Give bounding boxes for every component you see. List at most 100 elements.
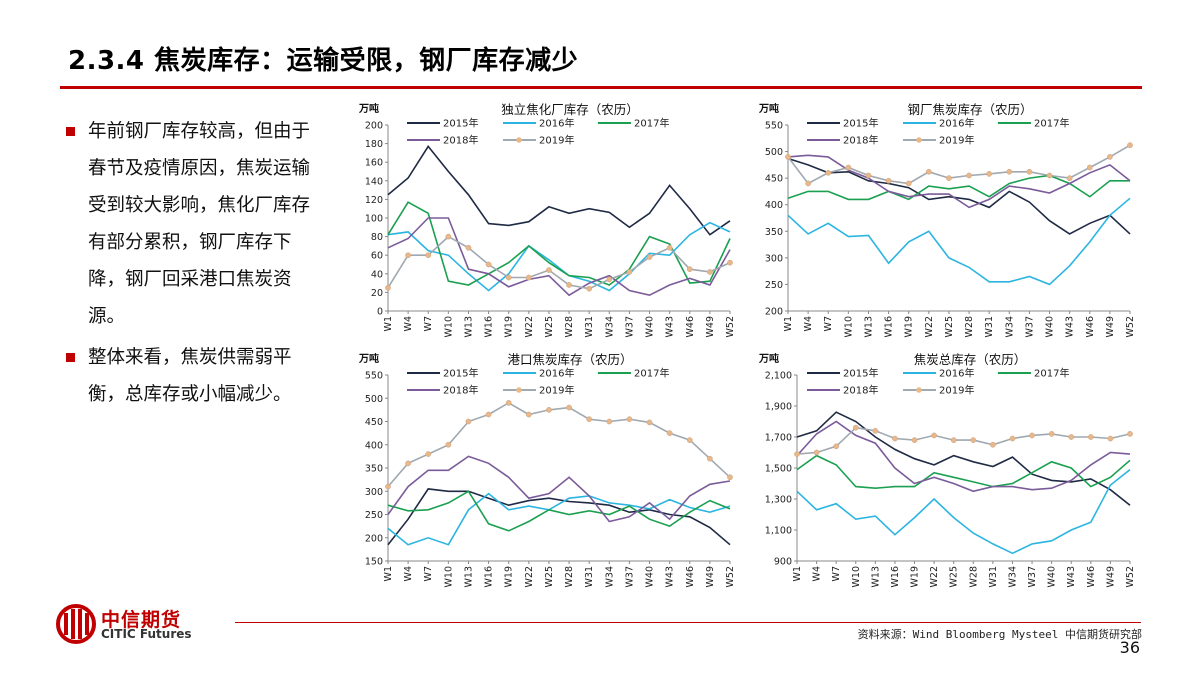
series-line-2015 bbox=[787, 157, 1131, 235]
x-tick-label: W49 bbox=[1105, 316, 1116, 337]
data-point-2019 bbox=[425, 252, 432, 259]
x-tick-label: W28 bbox=[564, 566, 575, 587]
x-tick-label: W22 bbox=[524, 566, 535, 587]
x-tick-label: W52 bbox=[1125, 316, 1136, 337]
y-tick-label: 40 bbox=[371, 269, 383, 280]
series-line-2018 bbox=[796, 420, 1131, 493]
y-tick-label: 120 bbox=[365, 195, 383, 206]
y-tick-label: 200 bbox=[365, 533, 383, 544]
data-point-2019 bbox=[707, 269, 713, 275]
x-tick-label: W16 bbox=[484, 566, 495, 587]
legend-marker bbox=[516, 137, 522, 143]
legend-marker bbox=[916, 387, 922, 393]
y-tick-label: 500 bbox=[765, 147, 783, 158]
chart-title: 独立焦化厂库存（农历） bbox=[501, 102, 639, 117]
data-point-2019 bbox=[586, 285, 593, 292]
chart-svg: 独立焦化厂库存（农历） 万吨 0 20 40 60 80 100 120 140 160 180 200… bbox=[358, 102, 736, 337]
legend-label: 2016年 bbox=[539, 117, 574, 130]
citic-emblem-icon bbox=[56, 604, 96, 644]
x-tick-label: W34 bbox=[604, 316, 615, 337]
chart-coking-plant-inventory: 独立焦化厂库存（农历） 万吨 0 20 40 60 80 100 120 140 160 180 200… bbox=[355, 100, 745, 345]
legend-label: 2015年 bbox=[443, 367, 478, 380]
data-point-2019 bbox=[1009, 435, 1016, 442]
data-point-2019 bbox=[385, 284, 391, 291]
x-tick-label: W40 bbox=[1045, 316, 1056, 337]
data-point-2019 bbox=[485, 411, 492, 418]
data-point-2019 bbox=[1087, 434, 1094, 440]
x-tick-label: W10 bbox=[443, 566, 454, 587]
x-tick-label: W4 bbox=[803, 316, 814, 331]
y-tick-label: 500 bbox=[365, 394, 383, 405]
legend-label: 2019年 bbox=[539, 134, 574, 147]
bullet-item: 年前钢厂库存较高，但由于春节及疫情原因，焦炭运输受到较大影响，焦化厂库存有部分累… bbox=[66, 113, 328, 335]
y-tick-label: 400 bbox=[765, 200, 783, 211]
x-tick-label: W1 bbox=[783, 316, 794, 331]
data-point-2019 bbox=[727, 259, 733, 266]
data-point-2019 bbox=[606, 276, 613, 283]
series-line-2017 bbox=[787, 174, 1130, 201]
x-tick-label: W22 bbox=[524, 316, 535, 337]
data-point-2019 bbox=[946, 175, 952, 181]
data-point-2019 bbox=[825, 169, 832, 176]
y-axis-unit: 万吨 bbox=[358, 102, 379, 115]
series-line-2015 bbox=[387, 145, 731, 236]
legend-label: 2017年 bbox=[1034, 367, 1069, 380]
y-tick-label: 1,700 bbox=[765, 433, 792, 444]
data-point-2019 bbox=[385, 483, 391, 490]
x-tick-label: W16 bbox=[890, 566, 901, 587]
data-point-2019 bbox=[1068, 434, 1075, 440]
x-tick-label: W34 bbox=[1007, 566, 1018, 587]
y-tick-label: 180 bbox=[365, 139, 383, 150]
y-tick-label: 140 bbox=[365, 176, 383, 187]
x-tick-label: W25 bbox=[544, 566, 555, 587]
chart-svg: 焦炭总库存（农历） 万吨 900 1,100 1,300 1,500 1,700 1,900 2… bbox=[758, 352, 1136, 587]
x-tick-label: W31 bbox=[988, 566, 999, 587]
legend-marker bbox=[516, 387, 522, 393]
legend-label: 2018年 bbox=[443, 384, 478, 397]
series-line-2015 bbox=[796, 411, 1131, 506]
data-point-2019 bbox=[966, 172, 972, 179]
data-point-2019 bbox=[1107, 154, 1113, 160]
data-point-2019 bbox=[931, 432, 937, 439]
data-point-2019 bbox=[1048, 431, 1055, 437]
x-tick-label: W1 bbox=[383, 316, 394, 331]
y-tick-label: 300 bbox=[365, 487, 383, 498]
x-tick-label: W7 bbox=[823, 316, 834, 331]
series-line-2018 bbox=[387, 217, 731, 297]
x-tick-label: W22 bbox=[929, 566, 940, 587]
y-tick-label: 550 bbox=[765, 121, 783, 132]
y-tick-label: 1,900 bbox=[765, 402, 792, 413]
data-point-2019 bbox=[425, 451, 432, 457]
data-point-2019 bbox=[1029, 432, 1035, 439]
y-axis-unit: 万吨 bbox=[758, 102, 779, 115]
data-point-2019 bbox=[505, 274, 512, 281]
legend-label: 2015年 bbox=[443, 117, 478, 130]
series-line-2015 bbox=[387, 488, 731, 546]
x-tick-label: W4 bbox=[403, 566, 414, 581]
bullet-square-icon bbox=[66, 353, 75, 362]
data-point-2019 bbox=[986, 171, 993, 177]
series-line-2019 bbox=[387, 401, 731, 488]
x-tick-label: W1 bbox=[792, 566, 803, 581]
data-point-2019 bbox=[686, 266, 693, 272]
x-tick-label: W49 bbox=[705, 316, 716, 337]
data-point-2019 bbox=[911, 437, 918, 443]
y-tick-label: 200 bbox=[765, 307, 783, 318]
y-tick-label: 0 bbox=[377, 307, 383, 318]
y-tick-label: 150 bbox=[365, 557, 383, 568]
data-point-2019 bbox=[865, 172, 872, 179]
x-tick-label: W22 bbox=[924, 316, 935, 337]
data-point-2019 bbox=[546, 407, 552, 413]
legend-label: 2016年 bbox=[939, 367, 974, 380]
y-tick-label: 300 bbox=[765, 253, 783, 264]
series-line-2017 bbox=[387, 490, 731, 532]
bullet-text: 整体来看，焦炭供需弱平衡，总库存或小幅减少。 bbox=[88, 347, 292, 405]
data-point-2019 bbox=[546, 267, 552, 273]
data-point-2019 bbox=[485, 261, 492, 268]
legend-label: 2019年 bbox=[939, 384, 974, 397]
legend-marker bbox=[916, 137, 922, 143]
legend-label: 2017年 bbox=[1034, 117, 1069, 130]
x-tick-label: W19 bbox=[904, 316, 915, 337]
y-axis-unit: 万吨 bbox=[758, 352, 779, 365]
data-point-2019 bbox=[707, 455, 713, 462]
